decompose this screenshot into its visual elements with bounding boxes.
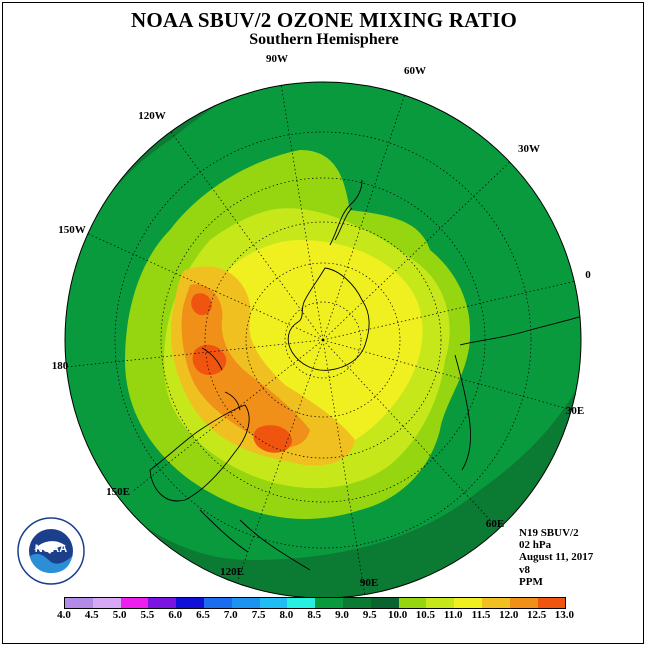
colorbar-tick-label: 7.0: [223, 609, 238, 621]
colorbar-segment: [120, 598, 149, 608]
colorbar-segment: [231, 598, 260, 608]
lon-label-120e: 120E: [220, 566, 244, 578]
colorbar-tick-label: 8.5: [307, 609, 322, 621]
colorbar-segment: [398, 598, 427, 608]
colorbar-ticks: 4.0 4.5 5.0 5.5 6.0 6.5 7.0 7.5 8.0 8.5 9.0 9.5 10.0…: [54, 609, 594, 623]
colorbar-segment: [203, 598, 232, 608]
colorbar-tick-label: 10.0: [387, 609, 408, 621]
colorbar-segment: [315, 598, 343, 608]
colorbar-segment: [370, 598, 399, 608]
colorbar-tick-label: 12.5: [526, 609, 547, 621]
info-pressure: 02 hPa: [519, 539, 552, 552]
colorbar-tick-label: 6.5: [196, 609, 210, 621]
info-date: August 11, 2017: [519, 551, 594, 564]
colorbar: [64, 597, 567, 609]
colorbar-segment: [148, 598, 177, 608]
info-units: PPM: [519, 575, 543, 588]
lon-label-120w: 120W: [138, 110, 166, 122]
colorbar-segment: [65, 598, 93, 608]
page-title: NOAA SBUV/2 OZONE MIXING RATIO: [131, 8, 517, 32]
coastline-south-america: [329, 179, 363, 246]
lon-label-60w: 60W: [404, 65, 426, 77]
colorbar-tick-label: 4.5: [84, 609, 99, 621]
coastline-antarctica: [287, 267, 370, 371]
graticule: [65, 83, 581, 597]
colorbar-tick-label: 6.0: [168, 609, 183, 621]
colorbar-tick-label: 11.0: [443, 609, 463, 621]
lon-label-90e: 90E: [360, 577, 378, 589]
lon-label-60e: 60E: [486, 518, 504, 530]
coastline-africa: [454, 314, 581, 471]
info-version: v8: [519, 563, 530, 576]
colorbar-segment: [509, 598, 538, 608]
coastline-australia: [149, 404, 250, 502]
page-subtitle: Southern Hemisphere: [249, 31, 399, 48]
noaa-logo: NOAA: [17, 517, 85, 585]
contour-12-spot-2: [253, 425, 292, 453]
logo-text: NOAA: [35, 543, 67, 555]
contour-11-5-band: [181, 284, 310, 448]
lon-label-30e: 30E: [566, 405, 584, 417]
colorbar-tick-label: 5.5: [140, 609, 155, 621]
colorbar-tick-label: 7.5: [251, 609, 266, 621]
colorbar-segment: [92, 598, 121, 608]
colorbar-tick-label: 5.0: [112, 609, 127, 621]
coastline-new-zealand: [201, 347, 241, 411]
colorbar-tick-label: 8.0: [279, 609, 294, 621]
colorbar-tick-label: 11.5: [471, 609, 491, 621]
lon-label-150e: 150E: [106, 486, 130, 498]
colorbar-tick-label: 4.0: [57, 609, 71, 621]
colorbar-segment: [259, 598, 288, 608]
colorbar-tick-label: 10.5: [415, 609, 436, 621]
colorbar-segment: [454, 598, 482, 608]
colorbar-segment: [426, 598, 455, 608]
colorbar-tick-label: 13.0: [554, 609, 575, 621]
colorbar-segment: [176, 598, 204, 608]
colorbar-segment: [287, 598, 316, 608]
colorbar-tick-label: 9.5: [362, 609, 377, 621]
lon-label-90w: 90W: [266, 53, 288, 65]
colorbar-segment: [481, 598, 510, 608]
lon-label-30w: 30W: [518, 143, 540, 155]
colorbar-tick-label: 12.0: [499, 609, 519, 621]
colorbar-segment: [342, 598, 371, 608]
lon-label-0: 0: [585, 269, 591, 281]
lon-label-180: 180: [52, 360, 69, 372]
longitude-labels: 90W 60W 30W 0 30E 60E 90E 120E 150E 180 …: [52, 53, 592, 589]
info-panel: N19 SBUV/2 02 hPa August 11, 2017 v8 PPM: [519, 527, 593, 588]
colorbar-segment: [537, 598, 566, 608]
colorbar-tick-label: 9.0: [335, 609, 349, 621]
contour-12-spot: [192, 344, 227, 376]
coastline-asia: [199, 509, 311, 571]
lon-label-150w: 150W: [58, 224, 86, 236]
info-satellite: N19 SBUV/2: [519, 527, 579, 539]
contour-12-spot-3: [191, 293, 212, 316]
